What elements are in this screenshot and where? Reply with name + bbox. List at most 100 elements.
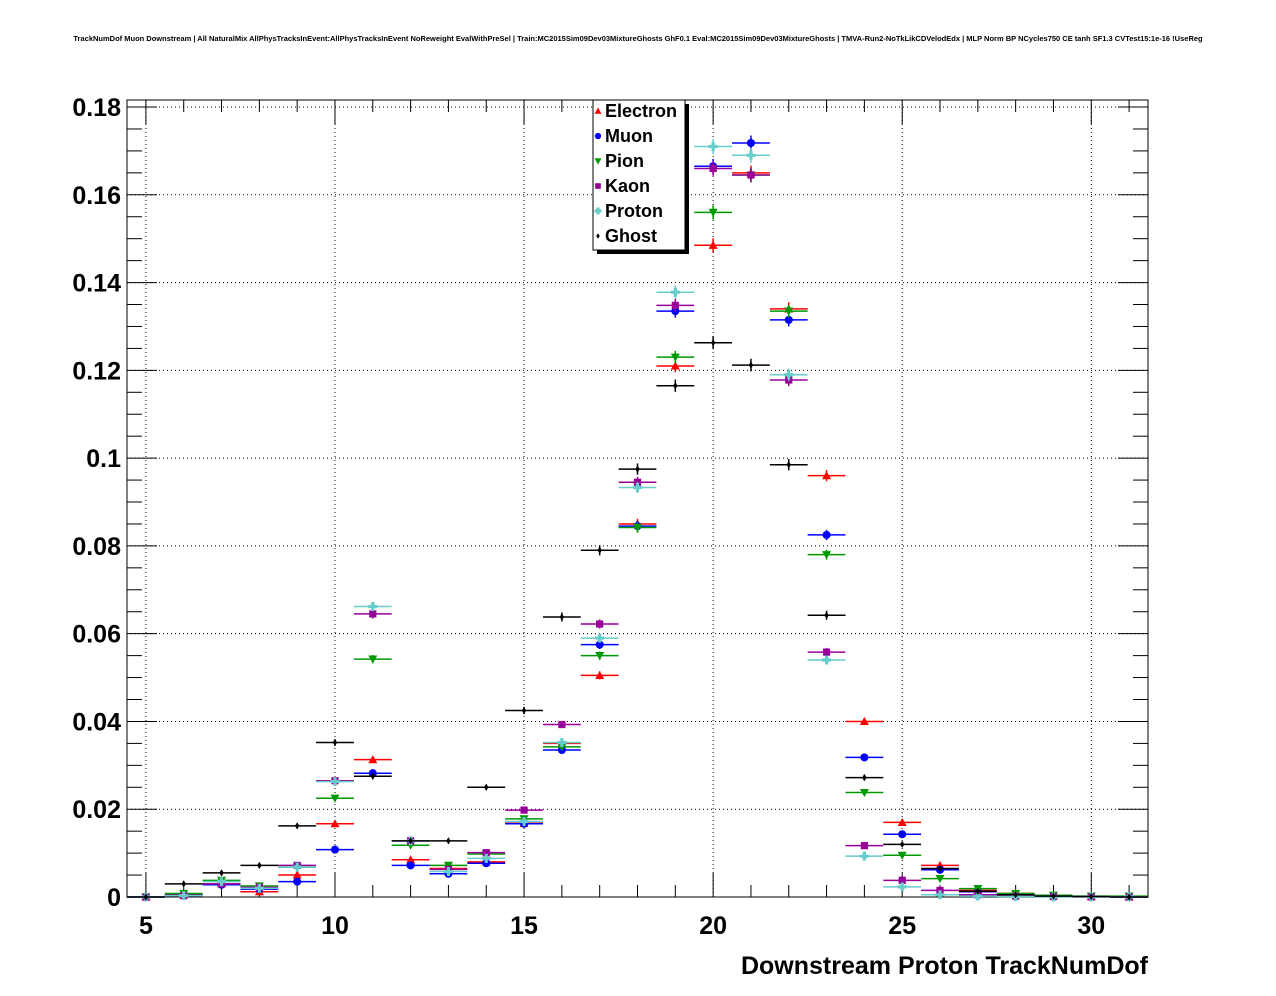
x-tick-label: 20 (699, 912, 727, 940)
chart-title: TrackNumDof Muon Downstream | All Natura… (73, 34, 1203, 43)
data-point-proton (784, 370, 794, 380)
legend-marker-ghost (596, 233, 600, 239)
data-point-electron (368, 755, 378, 764)
data-point-proton (179, 891, 189, 901)
data-point-ghost (899, 840, 905, 848)
data-point-pion (859, 788, 869, 798)
data-point-ghost (975, 887, 981, 895)
data-point-kaon (482, 849, 490, 857)
data-point-kaon (558, 720, 566, 729)
legend-marker-kaon (595, 183, 601, 189)
data-point-ghost (408, 837, 413, 845)
data-point-kaon (747, 171, 755, 179)
data-point-kaon (671, 301, 679, 309)
data-point-pion (897, 851, 907, 860)
data-point-ghost (1051, 892, 1056, 900)
series-proton (127, 139, 1148, 902)
data-point-muon (746, 138, 755, 148)
data-point-ghost (824, 611, 829, 619)
data-point-ghost (181, 880, 186, 888)
data-point-proton (443, 867, 453, 877)
legend-label-kaon: Kaon (605, 176, 650, 196)
y-tick-label: 0.06 (72, 621, 121, 649)
data-point-ghost (937, 864, 943, 873)
data-point-kaon (860, 842, 868, 850)
data-point-electron (330, 819, 340, 828)
data-point-pion (633, 523, 642, 532)
y-tick-label: 0.14 (72, 270, 121, 298)
legend-label-pion: Pion (605, 151, 644, 171)
data-point-ghost (862, 774, 867, 782)
data-point-pion (670, 353, 680, 362)
data-point-ghost (786, 461, 792, 469)
data-point-proton (708, 142, 718, 152)
data-point-ghost (1013, 891, 1018, 899)
data-point-kaon (709, 164, 717, 173)
data-point-muon (784, 315, 793, 324)
data-point-proton (254, 883, 264, 893)
data-point-proton (670, 287, 680, 297)
data-point-proton (746, 150, 756, 160)
x-axis-label: Downstream Proton TrackNumDof (741, 952, 1149, 980)
data-point-pion (935, 874, 945, 884)
data-point-muon (860, 753, 869, 762)
legend-label-electron: Electron (605, 101, 677, 121)
x-tick-label: 15 (510, 912, 538, 940)
data-point-ghost (483, 783, 489, 791)
data-point-electron (897, 817, 907, 826)
data-point-ghost (370, 772, 376, 780)
data-point-proton (330, 777, 340, 787)
data-point-proton (519, 817, 529, 827)
data-point-pion (822, 551, 832, 560)
data-point-proton (822, 655, 832, 665)
x-tick-label: 5 (139, 912, 153, 940)
data-point-electron (859, 716, 869, 726)
y-tick-label: 0 (107, 884, 121, 912)
legend-marker-pion (594, 158, 602, 165)
series-pion (127, 167, 1148, 902)
x-tick-label: 30 (1077, 912, 1105, 940)
x-tick-label: 25 (888, 912, 916, 940)
y-tick-label: 0.16 (72, 182, 121, 210)
legend-marker-proton (594, 207, 602, 215)
legend-marker-electron (594, 107, 602, 114)
legend: Electron Muon Pion Kaon Proton Ghost (592, 99, 689, 254)
data-point-ghost (446, 837, 451, 845)
data-point-pion (330, 794, 340, 803)
data-point-ghost (748, 361, 754, 369)
data-point-ghost (332, 738, 338, 747)
data-point-electron (708, 240, 718, 249)
data-point-proton (633, 483, 643, 493)
y-tick-label: 0.12 (72, 357, 121, 385)
data-point-pion (368, 655, 378, 664)
data-point-ghost (597, 546, 602, 554)
data-point-muon (406, 861, 415, 870)
data-point-ghost (219, 869, 224, 877)
data-point-muon (822, 530, 831, 539)
data-point-electron (406, 855, 416, 864)
data-point-ghost (673, 382, 678, 390)
data-point-ghost (1126, 893, 1132, 901)
data-point-muon (595, 640, 604, 649)
data-point-kaon (898, 876, 906, 884)
data-point-ghost (143, 893, 149, 901)
y-tick-label: 0.18 (72, 94, 121, 122)
data-point-muon (330, 845, 340, 854)
data-point-muon (482, 859, 491, 868)
data-point-proton (557, 738, 567, 748)
legend-box (592, 99, 686, 251)
data-point-proton (481, 853, 491, 863)
y-tick-label: 0.08 (72, 533, 121, 561)
data-point-kaon (596, 620, 604, 628)
data-point-electron (822, 471, 832, 480)
legend-label-ghost: Ghost (605, 226, 657, 246)
y-tick-label: 0.04 (72, 708, 121, 736)
data-point-pion (595, 652, 605, 661)
data-point-ghost (635, 465, 640, 473)
data-point-proton (595, 633, 605, 643)
data-point-proton (368, 601, 378, 611)
data-point-ghost (257, 861, 262, 870)
y-tick-label: 0.1 (86, 445, 121, 473)
data-point-electron (595, 670, 605, 679)
